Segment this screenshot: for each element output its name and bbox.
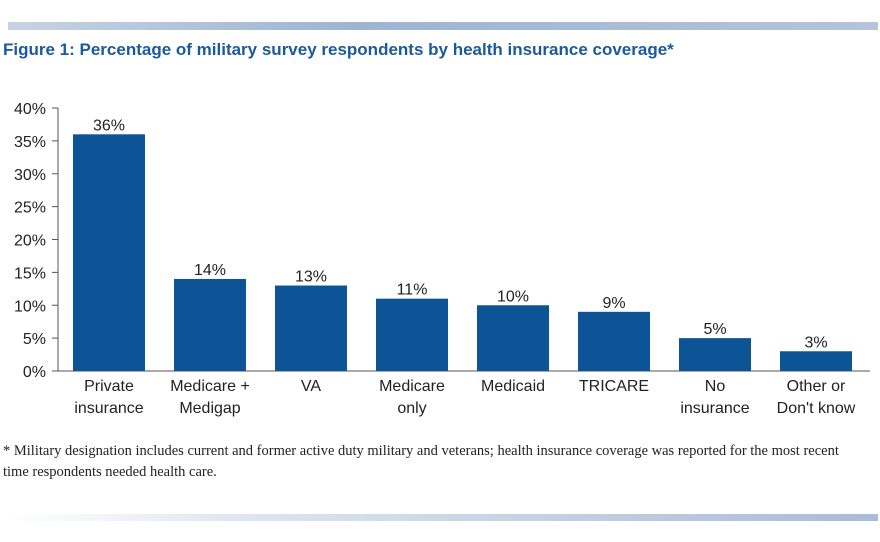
bar-value-label: 5% <box>703 321 726 338</box>
category-label: Medigap <box>179 400 240 417</box>
bar-value-label: 9% <box>602 295 625 312</box>
category-label: Medicare + <box>170 378 250 395</box>
chart-title: Figure 1: Percentage of military survey … <box>3 40 674 59</box>
category-label: Private <box>84 378 134 395</box>
category-label: insurance <box>74 400 143 417</box>
top-rule <box>8 22 878 30</box>
category-label: TRICARE <box>579 378 649 395</box>
category-label: No <box>705 378 726 395</box>
bar-value-label: 13% <box>295 269 327 286</box>
category-label: only <box>397 400 426 417</box>
bar <box>275 285 347 371</box>
bar <box>73 134 145 371</box>
bar-value-label: 3% <box>804 334 827 351</box>
category-label: insurance <box>680 400 749 417</box>
bar <box>780 351 852 371</box>
bar <box>174 278 246 371</box>
y-tick-label: 10% <box>14 298 46 315</box>
bar-value-label: 14% <box>194 262 226 279</box>
category-label: Other or <box>787 378 846 395</box>
bar-value-label: 11% <box>397 282 428 299</box>
bar-value-label: 10% <box>497 288 529 305</box>
category-label: Don't know <box>777 400 856 417</box>
y-tick-label: 15% <box>14 265 46 282</box>
bar-chart: 0% 5% 10% 15% 20% 25% 30% 35% 40% 36% Private insur… <box>14 101 870 417</box>
y-tick-label: 40% <box>14 101 46 118</box>
category-label: Medicare <box>379 378 445 395</box>
bar <box>578 311 650 371</box>
y-tick-label: 5% <box>23 331 46 348</box>
y-tick-label: 35% <box>14 134 46 151</box>
category-label: Medicaid <box>481 378 545 395</box>
y-tick-label: 25% <box>14 200 46 217</box>
bar <box>679 338 751 371</box>
bar <box>477 305 549 371</box>
y-tick-label: 0% <box>23 364 46 381</box>
y-tick-label: 30% <box>14 167 46 184</box>
category-label: VA <box>301 378 321 395</box>
bar <box>376 298 448 371</box>
bar-value-label: 36% <box>93 117 125 134</box>
footnote: * Military designation includes current … <box>3 443 839 480</box>
bottom-rule <box>8 514 878 521</box>
y-tick-label: 20% <box>14 233 46 250</box>
